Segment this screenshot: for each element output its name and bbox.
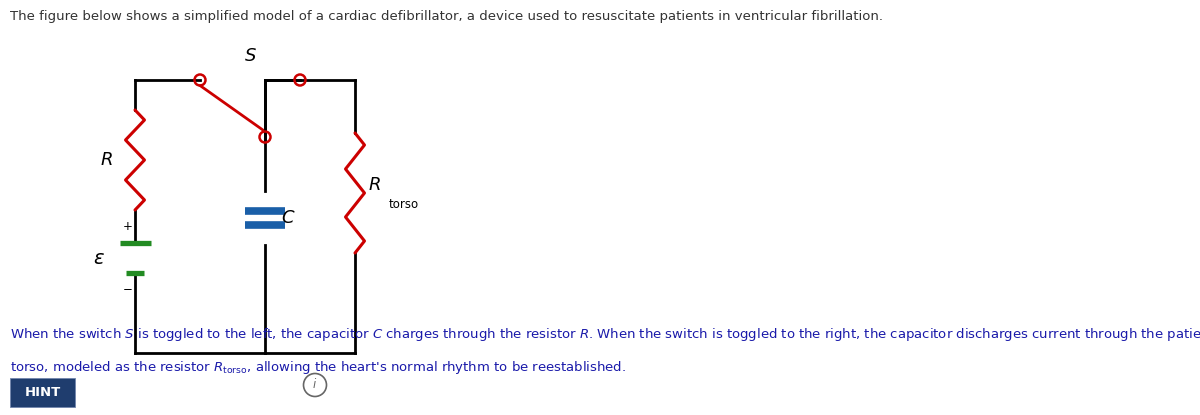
FancyBboxPatch shape — [10, 378, 76, 408]
Text: $+$: $+$ — [121, 220, 132, 233]
Text: HINT: HINT — [24, 386, 61, 399]
Text: $-$: $-$ — [121, 281, 132, 294]
Text: $S$: $S$ — [244, 47, 257, 65]
Text: $C$: $C$ — [281, 209, 295, 227]
Text: torso, modeled as the resistor $R_{\mathrm{torso}}$, allowing the heart's normal: torso, modeled as the resistor $R_{\math… — [10, 359, 625, 376]
Text: The figure below shows a simplified model of a cardiac defibrillator, a device u: The figure below shows a simplified mode… — [10, 10, 883, 23]
Text: $i$: $i$ — [312, 377, 318, 391]
Text: When the switch $S$ is toggled to the left, the capacitor $C$ charges through th: When the switch $S$ is toggled to the le… — [10, 326, 1200, 343]
Text: torso: torso — [389, 198, 419, 211]
Text: $R$: $R$ — [101, 151, 113, 169]
Text: $R$: $R$ — [368, 176, 380, 194]
Text: $\varepsilon$: $\varepsilon$ — [94, 249, 106, 268]
